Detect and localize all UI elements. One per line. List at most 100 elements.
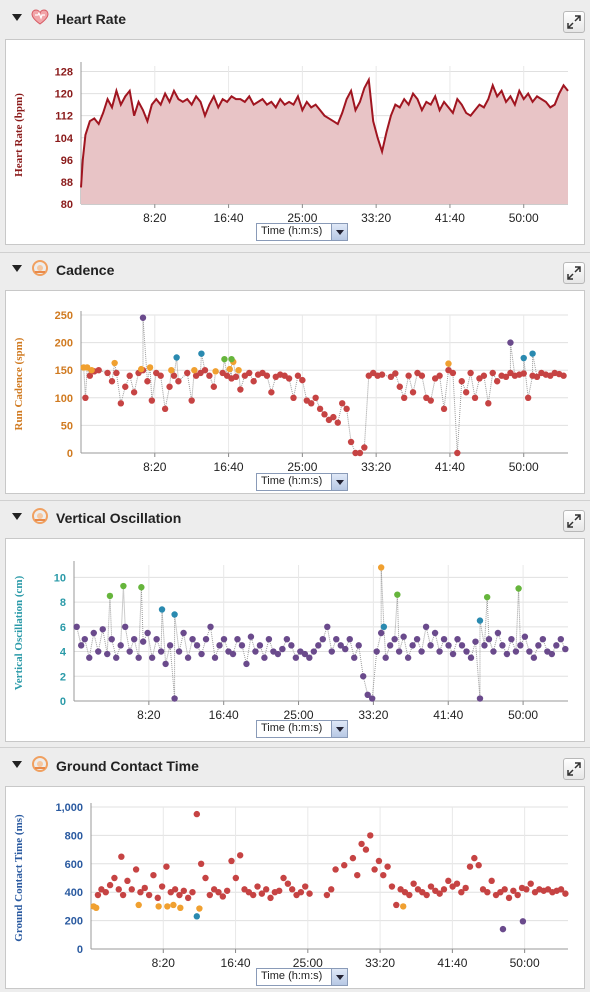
y-tick-label: 104	[55, 133, 74, 145]
data-point	[189, 635, 196, 643]
data-point	[316, 405, 324, 413]
data-point	[467, 654, 475, 661]
data-point	[77, 642, 85, 649]
data-point	[387, 373, 395, 381]
data-point	[377, 564, 385, 571]
data-point	[121, 623, 129, 631]
data-point	[288, 642, 295, 649]
y-tick-label: 4	[60, 647, 67, 659]
data-point	[371, 866, 378, 873]
data-point	[157, 372, 164, 379]
panel-title: Vertical Oscillation	[56, 510, 182, 526]
data-point	[146, 364, 154, 371]
x-tick-label: 16:40	[214, 211, 244, 225]
data-point	[115, 886, 122, 893]
panel-divider	[0, 500, 590, 501]
data-point	[393, 901, 400, 909]
data-point	[562, 890, 569, 897]
data-point	[533, 373, 541, 381]
y-tick-label: 112	[55, 111, 73, 123]
expand-icon	[567, 514, 581, 528]
data-point	[130, 389, 138, 396]
data-point	[219, 893, 227, 900]
data-point	[530, 654, 538, 661]
data-point	[380, 623, 388, 631]
data-point	[280, 874, 287, 882]
expand-button[interactable]	[563, 758, 585, 780]
data-point	[523, 886, 530, 893]
y-tick-label: 0	[77, 944, 83, 956]
time-axis-select[interactable]: Time (h:m:s)	[256, 968, 348, 986]
x-tick-label: 8:20	[143, 460, 167, 474]
data-point	[378, 371, 386, 378]
y-tick-label: 120	[55, 89, 73, 101]
x-tick-label: 33:20	[358, 708, 388, 722]
y-tick-label: 6	[60, 622, 66, 634]
x-tick-label: 33:20	[361, 460, 391, 474]
data-point	[392, 370, 399, 377]
data-point	[117, 642, 124, 649]
data-point	[99, 626, 106, 633]
time-axis-select[interactable]: Time (h:m:s)	[256, 223, 348, 241]
data-point	[164, 903, 171, 910]
data-point	[501, 886, 508, 893]
data-point	[275, 887, 283, 894]
data-point	[524, 394, 532, 401]
expand-button[interactable]	[563, 11, 585, 33]
data-point	[364, 691, 371, 699]
time-axis-select[interactable]: Time (h:m:s)	[256, 720, 348, 738]
data-point	[471, 854, 478, 862]
data-point	[94, 891, 102, 899]
panel-header: Heart Rate	[0, 0, 590, 38]
collapse-toggle[interactable]	[12, 761, 22, 768]
data-point	[262, 886, 270, 893]
data-point	[188, 397, 195, 404]
x-tick-label: 33:20	[365, 956, 395, 970]
collapse-toggle[interactable]	[12, 14, 22, 21]
data-point	[124, 877, 131, 885]
data-point	[386, 642, 394, 649]
y-axis-label: Run Cadence (spm)	[13, 337, 25, 430]
data-point	[236, 852, 244, 859]
data-point	[351, 654, 358, 661]
data-point	[519, 918, 527, 925]
data-point	[341, 862, 348, 869]
data-point	[250, 378, 257, 385]
time-axis-select[interactable]: Time (h:m:s)	[256, 473, 348, 491]
data-point	[252, 648, 259, 655]
data-point	[505, 894, 513, 902]
data-point	[301, 650, 309, 658]
data-point	[449, 369, 457, 377]
data-point	[319, 635, 326, 643]
data-point	[285, 375, 293, 382]
data-point	[324, 623, 331, 631]
data-point	[475, 862, 482, 869]
expand-button[interactable]	[563, 510, 585, 532]
data-point	[171, 695, 178, 702]
data-point	[145, 891, 153, 899]
data-point	[292, 654, 300, 661]
data-point	[232, 373, 240, 381]
expand-button[interactable]	[563, 262, 585, 284]
data-point	[207, 623, 214, 631]
data-point	[352, 449, 359, 457]
data-point	[445, 877, 452, 885]
data-point	[382, 654, 389, 661]
data-point	[494, 629, 502, 637]
data-point	[418, 648, 425, 655]
data-point	[126, 648, 133, 655]
data-point	[445, 360, 452, 367]
x-tick-label: 41:40	[435, 460, 465, 474]
data-point	[210, 383, 218, 390]
data-point	[154, 894, 161, 902]
data-point	[377, 629, 385, 637]
data-point	[184, 894, 192, 902]
data-point	[265, 635, 273, 643]
data-point	[333, 635, 340, 643]
data-point	[391, 635, 398, 643]
chart-area: 0 2 4 6 8 10 8:20 16:40 25:00 33:20 41:40 50:00 Vert…	[5, 538, 585, 742]
collapse-toggle[interactable]	[12, 265, 22, 272]
data-point	[148, 397, 156, 404]
collapse-toggle[interactable]	[12, 513, 22, 520]
data-point	[220, 635, 228, 643]
